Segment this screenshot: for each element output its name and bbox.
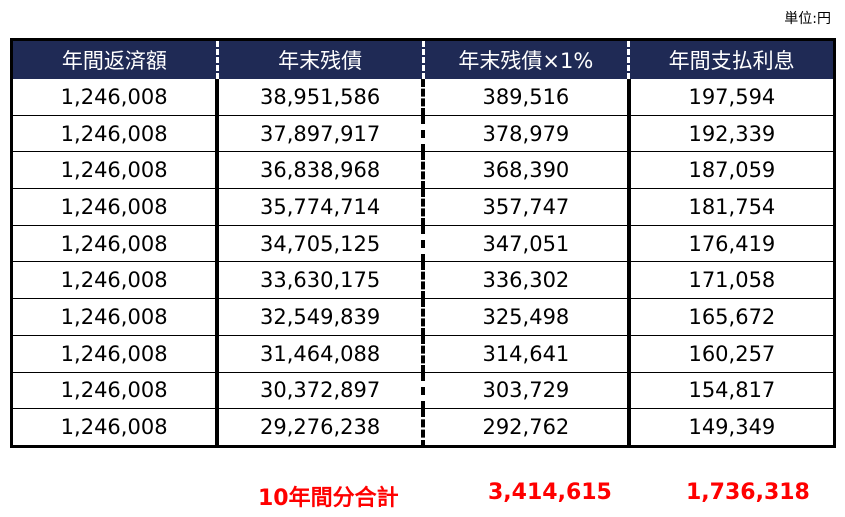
- unit-label: 単位:円: [784, 11, 831, 27]
- annual-repayment-cell: 1,246,008: [11, 372, 220, 410]
- balance-one-percent-cell: 357,747: [423, 188, 631, 226]
- annual-repayment-cell: 1,246,008: [11, 188, 220, 226]
- annual-interest-cell: 149,349: [628, 408, 835, 447]
- table-row: 1,246,008 32,549,839 325,498 165,672: [11, 298, 835, 336]
- annual-interest-cell: 192,339: [628, 115, 835, 153]
- year-end-balance-cell: 38,951,586: [217, 79, 425, 116]
- balance-one-percent-cell: 378,979: [423, 115, 631, 153]
- annual-repayment-cell: 1,246,008: [11, 408, 220, 447]
- annual-repayment-cell: 1,246,008: [11, 79, 220, 116]
- year-end-balance-cell: 32,549,839: [217, 298, 425, 336]
- balance-one-percent-cell: 303,729: [423, 372, 631, 410]
- annual-repayment-cell: 1,246,008: [11, 225, 220, 263]
- annual-interest-cell: 165,672: [628, 298, 835, 336]
- year-end-balance-cell: 34,705,125: [217, 225, 425, 263]
- annual-interest-cell: 187,059: [628, 151, 835, 190]
- total-balance-one-percent: 3,414,615: [488, 480, 612, 505]
- year-end-balance-cell: 36,838,968: [217, 151, 425, 190]
- balance-one-percent-cell: 389,516: [423, 79, 631, 116]
- annual-repayment-cell: 1,246,008: [11, 261, 220, 300]
- year-end-balance-cell: 37,897,917: [217, 115, 425, 153]
- table-row: 1,246,008 37,897,917 378,979 192,339: [11, 115, 835, 153]
- total-annual-interest: 1,736,318: [686, 480, 810, 505]
- table-row: 1,246,008 30,372,897 303,729 154,817: [11, 372, 835, 410]
- table-row: 1,246,008 29,276,238 292,762 149,349: [11, 408, 835, 447]
- year-end-balance-cell: 30,372,897: [217, 372, 425, 410]
- table-row: 1,246,008 36,838,968 368,390 187,059: [11, 151, 835, 190]
- year-end-balance-cell: 35,774,714: [217, 188, 425, 226]
- annual-interest-cell: 197,594: [628, 79, 835, 116]
- totals-row: 10年間分合計 3,414,615 1,736,318: [0, 480, 845, 511]
- annual-repayment-cell: 1,246,008: [11, 298, 220, 336]
- balance-one-percent-cell: 314,641: [423, 335, 631, 373]
- year-end-balance-cell: 29,276,238: [217, 408, 425, 447]
- annual-repayment-cell: 1,246,008: [11, 115, 220, 153]
- balance-one-percent-cell: 325,498: [423, 298, 631, 336]
- balance-one-percent-cell: 368,390: [423, 151, 631, 190]
- header-annual-repayment: 年間返済額: [11, 39, 219, 79]
- totals-label: 10年間分合計: [258, 486, 399, 511]
- annual-interest-cell: 181,754: [628, 188, 835, 226]
- table-row: 1,246,008 34,705,125 347,051 176,419: [11, 225, 835, 263]
- table-row: 1,246,008 33,630,175 336,302 171,058: [11, 261, 835, 300]
- balance-one-percent-cell: 292,762: [423, 408, 631, 447]
- table-row: 1,246,008 35,774,714 357,747 181,754: [11, 188, 835, 226]
- year-end-balance-cell: 33,630,175: [217, 261, 425, 300]
- table-header-row: 年間返済額 年末残債 年末残債×1% 年間支払利息: [11, 39, 835, 79]
- annual-repayment-cell: 1,246,008: [11, 335, 220, 373]
- table-row: 1,246,008 31,464,088 314,641 160,257: [11, 335, 835, 373]
- header-year-end-balance: 年末残債: [217, 39, 425, 79]
- balance-one-percent-cell: 347,051: [423, 225, 631, 263]
- balance-one-percent-cell: 336,302: [423, 261, 631, 300]
- header-balance-one-percent: 年末残債×1%: [423, 39, 631, 79]
- table-body: 1,246,008 38,951,586 389,516 197,594 1,246,0…: [11, 79, 835, 447]
- annual-interest-cell: 160,257: [628, 335, 835, 373]
- annual-interest-cell: 154,817: [628, 372, 835, 410]
- header-annual-interest: 年間支払利息: [628, 39, 835, 79]
- loan-schedule-table: 年間返済額 年末残債 年末残債×1% 年間支払利息 1,246,008 38,95…: [10, 38, 836, 448]
- annual-interest-cell: 176,419: [628, 225, 835, 263]
- year-end-balance-cell: 31,464,088: [217, 335, 425, 373]
- table-row: 1,246,008 38,951,586 389,516 197,594: [11, 79, 835, 116]
- annual-repayment-cell: 1,246,008: [11, 151, 220, 190]
- annual-interest-cell: 171,058: [628, 261, 835, 300]
